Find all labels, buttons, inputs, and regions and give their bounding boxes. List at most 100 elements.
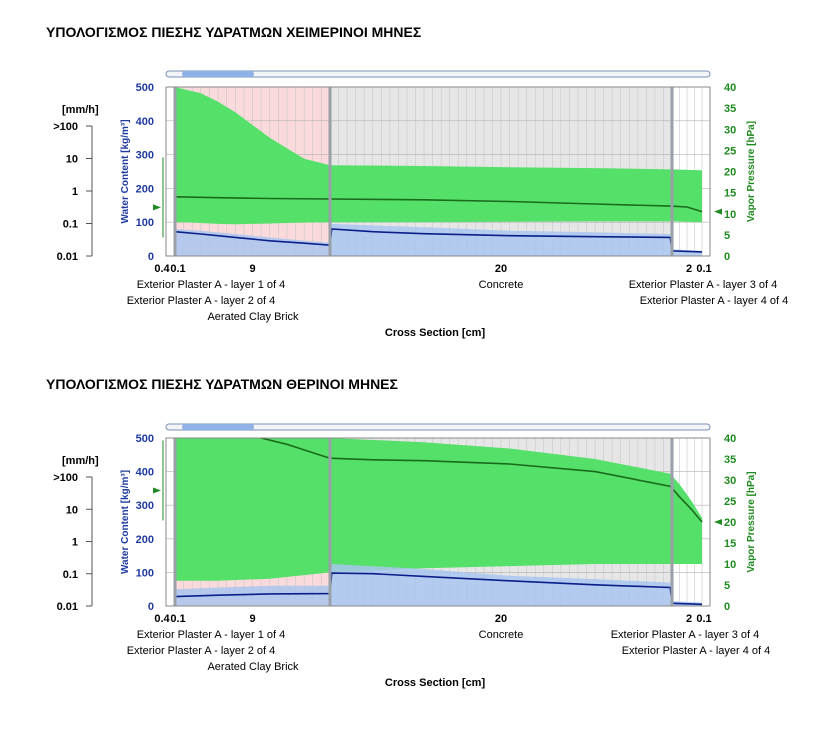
layer-thickness-label: 2 xyxy=(686,613,692,625)
right-axis-tick: 10 xyxy=(724,209,736,221)
vapor-pressure-range xyxy=(175,438,702,581)
layer-divider xyxy=(173,438,177,606)
layer-thickness-label: 9 xyxy=(249,613,255,625)
scroll-thumb xyxy=(182,424,254,430)
water-content-line xyxy=(174,228,703,253)
right-axis-tick: 15 xyxy=(724,538,736,550)
rain-scale: [mm/h] >100 10 1 0.1 0.01 xyxy=(53,104,99,263)
rain-scale-tick: >100 xyxy=(53,121,78,133)
left-axis-tick: 0 xyxy=(148,251,154,263)
layer-thickness-label: 0.1 xyxy=(170,263,185,275)
water-content-range xyxy=(175,564,702,606)
right-axis-tick: 25 xyxy=(724,496,736,508)
layer-bg-plaster-outer xyxy=(166,438,175,606)
layer-name: Concrete xyxy=(479,279,524,291)
layer-divider xyxy=(173,87,177,256)
layer-divider xyxy=(670,438,674,606)
scroll-track xyxy=(165,70,711,78)
right-axis-tick: 15 xyxy=(724,188,736,200)
rain-scale-tick: 10 xyxy=(66,504,78,516)
vapor-pressure-line xyxy=(260,437,703,523)
right-axis-tick: 25 xyxy=(724,145,736,157)
right-axis: 40 35 30 25 20 15 10 5 0 Vapor Pressure [hPa] xyxy=(724,82,757,263)
left-axis-tick: 500 xyxy=(136,433,154,445)
plot-frame xyxy=(165,437,711,607)
layer-name: Exterior Plaster A - layer 2 of 4 xyxy=(127,645,276,657)
left-axis-label: Water Content [kg/m³] xyxy=(120,470,131,574)
right-axis-tick: 35 xyxy=(724,103,736,115)
layer-thickness-label: 0.4 xyxy=(154,263,170,275)
right-axis-tick: 5 xyxy=(724,230,730,242)
rain-scale-tick: 1 xyxy=(72,537,78,549)
right-axis-label: Vapor Pressure [hPa] xyxy=(746,121,757,222)
left-axis-tick: 500 xyxy=(136,82,154,94)
right-axis-tick: 20 xyxy=(724,167,736,179)
layer-divider xyxy=(328,438,332,606)
layer-name: Exterior Plaster A - layer 4 of 4 xyxy=(622,645,771,657)
layer-names: Exterior Plaster A - layer 1 of 4 Exterio… xyxy=(127,629,771,673)
x-axis-title: Cross Section [cm] xyxy=(385,327,486,339)
x-axis-title: Cross Section [cm] xyxy=(385,677,486,689)
layer-thickness-labels: 0.4 0.1 9 20 2 0.1 xyxy=(154,263,711,275)
rain-scale-tick: 0.1 xyxy=(63,219,78,231)
right-axis-tick: 40 xyxy=(724,433,736,445)
boundary-marker-icon xyxy=(714,208,722,215)
layer-name: Concrete xyxy=(479,629,524,641)
water-content-range xyxy=(175,223,702,256)
right-axis-tick: 0 xyxy=(724,601,730,613)
vapor-pressure-line xyxy=(174,196,703,213)
vapor-pressure-range xyxy=(175,87,702,225)
left-axis-tick: 200 xyxy=(136,183,154,195)
layer-thickness-label: 20 xyxy=(495,263,507,275)
layer-scroll-bar xyxy=(165,70,711,78)
rain-scale-tick: 1 xyxy=(72,186,78,198)
layer-name: Exterior Plaster A - layer 2 of 4 xyxy=(127,295,276,307)
layer-thickness-label: 0.4 xyxy=(154,613,170,625)
chart-title-winter: ΥΠΟΛΟΓΙΣΜΟΣ ΠΙΕΣΗΣ ΥΔΡΑΤΜΩΝ ΧΕΙΜΕΡΙΝΟΙ Μ… xyxy=(46,24,422,40)
plot-frame xyxy=(165,86,711,257)
boundary-marker-icon xyxy=(714,519,722,525)
left-axis-tick: 0 xyxy=(148,601,154,613)
scroll-track xyxy=(165,423,711,431)
layer-name: Aerated Clay Brick xyxy=(207,311,299,323)
rain-scale-tick: 10 xyxy=(66,154,78,166)
boundary-marker-icon xyxy=(153,204,161,211)
rain-scale-tick: 0.1 xyxy=(63,569,78,581)
layer-name: Exterior Plaster A - layer 1 of 4 xyxy=(137,279,286,291)
rain-scale-label: [mm/h] xyxy=(62,104,99,116)
rain-scale-label: [mm/h] xyxy=(62,455,99,467)
layer-name: Exterior Plaster A - layer 1 of 4 xyxy=(137,629,286,641)
right-axis-tick: 10 xyxy=(724,559,736,571)
right-axis-tick: 30 xyxy=(724,475,736,487)
right-axis-tick: 35 xyxy=(724,454,736,466)
layer-names: Exterior Plaster A - layer 1 of 4 Exterio… xyxy=(127,279,789,323)
layer-thickness-label: 0.1 xyxy=(170,613,185,625)
left-axis-tick: 300 xyxy=(136,150,154,162)
layer-bg-plaster-outer xyxy=(166,87,175,256)
right-axis-tick: 0 xyxy=(724,251,730,263)
left-axis-tick: 200 xyxy=(136,534,154,546)
scroll-thumb xyxy=(182,71,254,77)
left-axis-label: Water Content [kg/m³] xyxy=(120,119,131,223)
left-axis-tick: 400 xyxy=(136,116,154,128)
layer-thickness-label: 0.1 xyxy=(696,613,711,625)
layer-thickness-label: 20 xyxy=(495,613,507,625)
rain-scale: [mm/h] >100 10 1 0.1 0.01 xyxy=(53,455,99,613)
left-axis-tick: 100 xyxy=(136,567,154,579)
layer-thickness-label: 0.1 xyxy=(696,263,711,275)
right-axis-label: Vapor Pressure [hPa] xyxy=(746,471,757,572)
right-axis-tick: 5 xyxy=(724,580,730,592)
layer-thickness-label: 2 xyxy=(686,263,692,275)
layer-name: Aerated Clay Brick xyxy=(207,661,299,673)
right-axis-tick: 30 xyxy=(724,124,736,136)
layer-thickness-label: 9 xyxy=(249,263,255,275)
left-axis-tick: 300 xyxy=(136,500,154,512)
chart-title-summer: ΥΠΟΛΟΓΙΣΜΟΣ ΠΙΕΣΗΣ ΥΔΡΑΤΜΩΝ ΘΕΡΙΝΟΙ ΜΗΝΕ… xyxy=(46,376,398,392)
layer-divider xyxy=(670,87,674,256)
layer-scroll-bar xyxy=(165,423,711,431)
left-axis: 500 400 300 200 100 0 Water Content [kg/m³] xyxy=(120,82,154,263)
boundary-marker-icon xyxy=(153,487,161,494)
